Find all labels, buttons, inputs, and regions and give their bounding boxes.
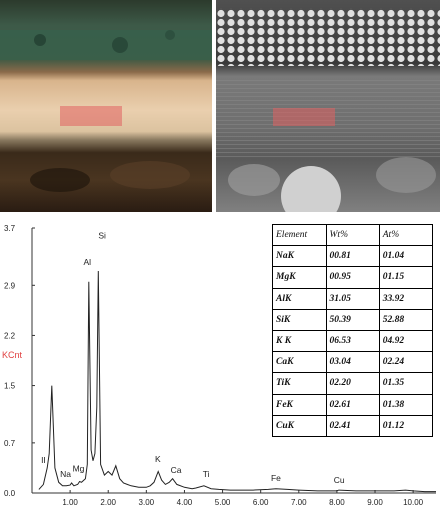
- table-row: MgK 00.95 01.15: [272, 266, 434, 289]
- table-row: NaK 00.81 01.04: [272, 245, 434, 268]
- composition-table: Element Wt% At% NaK 00.81 01.04 MgK 00.95 01.…: [272, 223, 434, 437]
- x-tick-label: 3.00: [139, 498, 155, 507]
- at-cell: 01.12: [378, 414, 434, 437]
- table-row: SiK 50.39 52.88: [272, 308, 434, 331]
- x-tick-label: 2.00: [100, 498, 116, 507]
- void: [281, 166, 341, 212]
- element-cell: NaK: [272, 245, 327, 268]
- chart-axes: [31, 228, 436, 494]
- element-cell: SiK: [272, 308, 327, 331]
- spectrum-line: [38, 270, 436, 493]
- at-cell: 01.04: [378, 245, 434, 268]
- x-tick-label: 8.00: [329, 498, 345, 507]
- x-tick-label: 6.00: [253, 498, 269, 507]
- wt-cell: 02.20: [325, 372, 380, 395]
- x-tick-label: 1.00: [62, 498, 78, 507]
- at-cell: 52.88: [378, 308, 434, 331]
- y-tick-label: 0.7: [4, 439, 16, 448]
- wt-cell: 00.95: [325, 266, 380, 289]
- y-tick-label: 0.0: [4, 489, 16, 498]
- wt-cell: 50.39: [325, 308, 380, 331]
- header-wt: Wt%: [325, 223, 380, 247]
- wt-cell: 02.61: [325, 393, 380, 416]
- wt-cell: 06.53: [325, 329, 380, 353]
- table-row: CuK 02.41 01.12: [272, 414, 434, 437]
- table-row: TiK 02.20 01.35: [272, 372, 434, 395]
- peak-label: Fe: [271, 473, 281, 483]
- peak-label: Cu: [334, 475, 345, 485]
- optical-micrograph: [0, 0, 212, 212]
- element-cell: AlK: [272, 287, 327, 310]
- table-header-row: Element Wt% At%: [272, 223, 434, 247]
- at-cell: 01.35: [378, 372, 434, 395]
- wt-cell: 00.81: [325, 245, 380, 268]
- table-row: AlK 31.05 33.92: [272, 287, 434, 310]
- element-cell: K K: [272, 329, 327, 353]
- peak-label: Si: [98, 231, 106, 241]
- element-cell: TiK: [272, 372, 327, 395]
- peak-label: Al: [83, 257, 91, 267]
- at-cell: 01.38: [378, 393, 434, 416]
- eds-spectrum-chart: 3.7 2.9 2.2 1.5 0.7 0.0 1.00 2.00 3.00 4.00 5.00 6.…: [2, 224, 436, 507]
- table-body: NaK 00.81 01.04 MgK 00.95 01.15 AlK 31.05 33.92 S…: [272, 245, 434, 437]
- y-tick-label: 2.2: [4, 331, 16, 340]
- peak-label: K: [155, 454, 161, 464]
- analysis-area-highlight: [273, 108, 335, 126]
- y-tick-label: 1.5: [4, 382, 16, 391]
- peak-label: Ca: [171, 465, 182, 475]
- peak-label: Ti: [203, 469, 210, 479]
- analysis-area-highlight: [60, 106, 122, 126]
- wt-cell: 31.05: [325, 287, 380, 310]
- wt-cell: 03.04: [325, 351, 380, 374]
- at-cell: 04.92: [378, 329, 434, 353]
- x-tick-label: 7.00: [291, 498, 307, 507]
- y-tick-label: 2.9: [4, 281, 16, 290]
- at-cell: 33.92: [378, 287, 434, 310]
- table-row: K K 06.53 04.92: [272, 329, 434, 353]
- at-cell: 02.24: [378, 351, 434, 374]
- y-axis-label: KCnt: [2, 350, 23, 360]
- wt-cell: 02.41: [325, 414, 380, 437]
- peak-label: Mg: [73, 464, 85, 474]
- table-row: FeK 02.61 01.38: [272, 393, 434, 416]
- x-tick-label: 9.00: [367, 498, 383, 507]
- x-tick-label: 5.00: [215, 498, 231, 507]
- x-tick-label: 10.00: [403, 498, 424, 507]
- header-element: Element: [272, 223, 327, 247]
- x-tick-label: 4.00: [177, 498, 193, 507]
- at-cell: 01.15: [378, 266, 434, 289]
- sem-micrograph: [216, 0, 440, 212]
- peak-label: II: [41, 455, 46, 465]
- element-cell: FeK: [272, 393, 327, 416]
- element-cell: CaK: [272, 351, 327, 374]
- element-cell: CuK: [272, 414, 327, 437]
- header-at: At%: [378, 223, 434, 247]
- composition-table-wrapper: Element Wt% At% NaK 00.81 01.04 MgK 00.95 01.…: [272, 223, 434, 437]
- table-row: CaK 03.04 02.24: [272, 351, 434, 374]
- peak-label: Na: [60, 469, 71, 479]
- chart-ticks: 3.7 2.9 2.2 1.5 0.7 0.0 1.00 2.00 3.00 4.00 5.00 6.…: [4, 224, 424, 507]
- y-tick-label: 3.7: [4, 224, 16, 233]
- element-cell: MgK: [272, 266, 327, 289]
